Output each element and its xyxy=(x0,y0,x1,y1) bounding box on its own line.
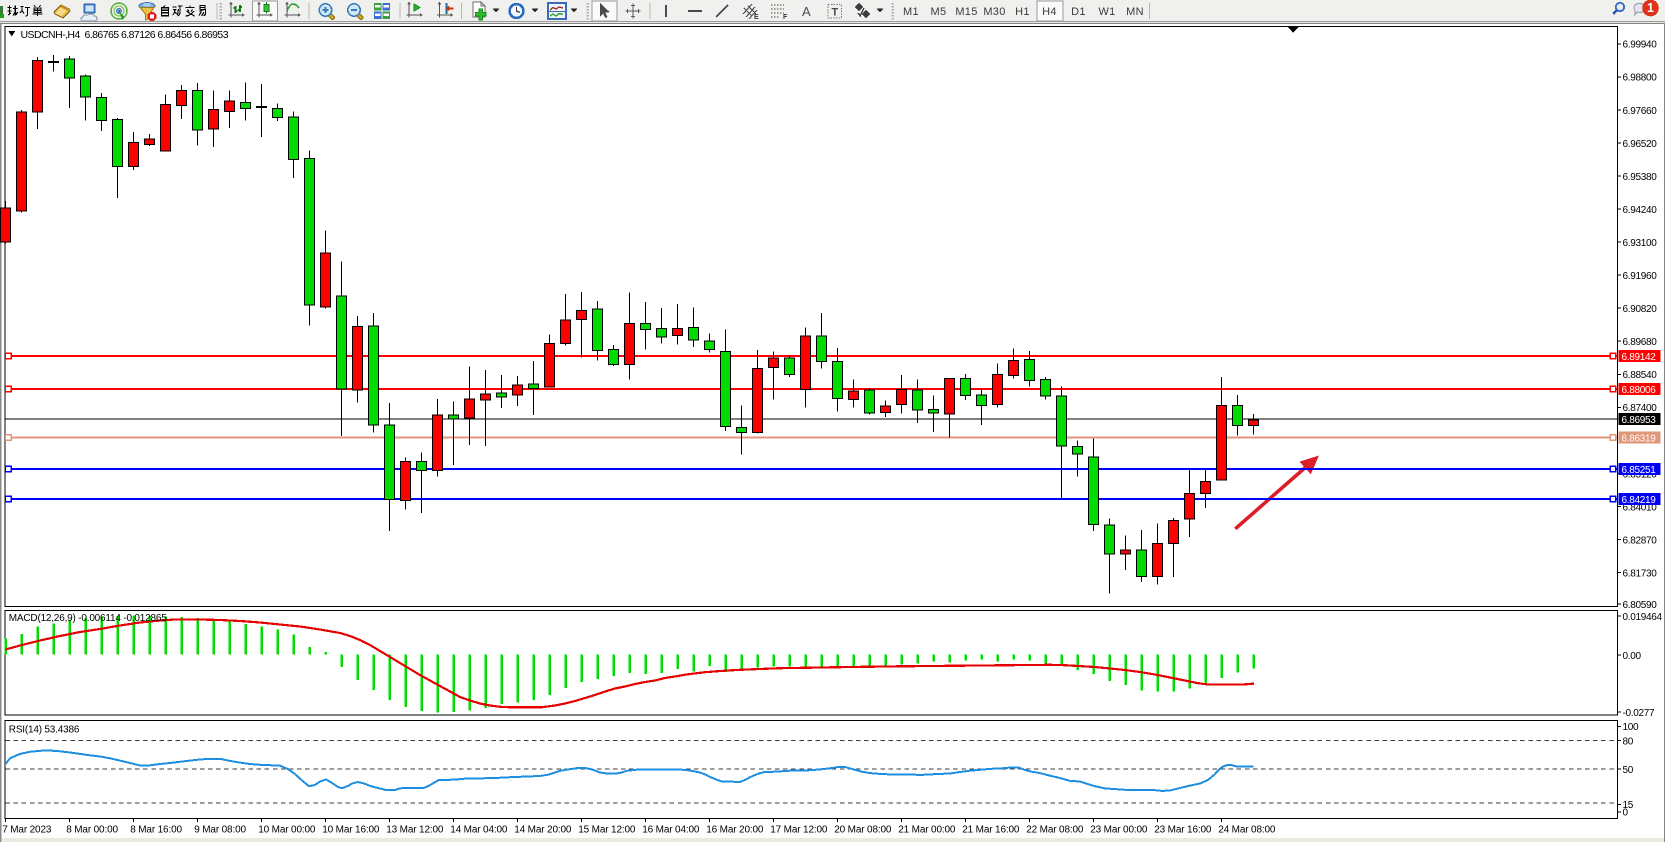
svg-text:MN: MN xyxy=(1126,6,1144,18)
svg-text:6.84010: 6.84010 xyxy=(1623,502,1658,513)
svg-text:-0.0277: -0.0277 xyxy=(1623,708,1656,719)
svg-text:6.97660: 6.97660 xyxy=(1623,106,1658,117)
svg-text:6.99940: 6.99940 xyxy=(1623,40,1658,51)
svg-text:6.94240: 6.94240 xyxy=(1623,205,1658,216)
svg-text:6.88540: 6.88540 xyxy=(1623,370,1658,381)
svg-text:13 Mar 12:00: 13 Mar 12:00 xyxy=(386,824,444,835)
svg-text:6.91960: 6.91960 xyxy=(1623,271,1658,282)
svg-text:0.00: 0.00 xyxy=(1623,651,1642,662)
svg-text:50: 50 xyxy=(1623,765,1634,776)
svg-text:15 Mar 12:00: 15 Mar 12:00 xyxy=(578,824,636,835)
svg-text:7 Mar 2023: 7 Mar 2023 xyxy=(2,824,52,835)
svg-text:6.85251: 6.85251 xyxy=(1622,465,1657,476)
svg-text:6.89142: 6.89142 xyxy=(1622,352,1657,363)
svg-text:100: 100 xyxy=(1623,722,1640,733)
svg-text:6.84219: 6.84219 xyxy=(1622,495,1657,506)
svg-text:14 Mar 20:00: 14 Mar 20:00 xyxy=(514,824,572,835)
svg-text:10 Mar 00:00: 10 Mar 00:00 xyxy=(258,824,316,835)
svg-text:10 Mar 16:00: 10 Mar 16:00 xyxy=(322,824,380,835)
svg-text:21 Mar 00:00: 21 Mar 00:00 xyxy=(898,824,956,835)
svg-text:6.90820: 6.90820 xyxy=(1623,304,1658,315)
svg-text:17 Mar 12:00: 17 Mar 12:00 xyxy=(770,824,828,835)
svg-text:M5: M5 xyxy=(931,6,947,18)
svg-text:6.89680: 6.89680 xyxy=(1623,337,1658,348)
svg-text:6.81730: 6.81730 xyxy=(1623,568,1658,579)
svg-text:M1: M1 xyxy=(903,6,919,18)
svg-text:6.93100: 6.93100 xyxy=(1623,238,1658,249)
svg-text:6.87400: 6.87400 xyxy=(1623,403,1658,414)
svg-text:MACD(12,26,9) -0.006114 -0.012: MACD(12,26,9) -0.006114 -0.012865 xyxy=(9,613,167,624)
svg-text:8 Mar 16:00: 8 Mar 16:00 xyxy=(130,824,182,835)
svg-text:8 Mar 00:00: 8 Mar 00:00 xyxy=(66,824,118,835)
svg-text:23 Mar 00:00: 23 Mar 00:00 xyxy=(1090,824,1148,835)
svg-text:23 Mar 16:00: 23 Mar 16:00 xyxy=(1154,824,1212,835)
svg-text:9 Mar 08:00: 9 Mar 08:00 xyxy=(194,824,246,835)
svg-text:6.86953: 6.86953 xyxy=(1622,415,1657,426)
svg-text:6.95380: 6.95380 xyxy=(1623,172,1658,183)
svg-text:0.019464: 0.019464 xyxy=(1623,612,1663,623)
svg-text:M30: M30 xyxy=(983,6,1005,18)
svg-text:6.96520: 6.96520 xyxy=(1623,139,1658,150)
svg-text:USDCNH-,H4 6.86765 6.87126 6.: USDCNH-,H4 6.86765 6.87126 6.86456 6.869… xyxy=(21,29,229,41)
svg-text:6.82870: 6.82870 xyxy=(1623,535,1658,546)
svg-text:0: 0 xyxy=(1623,808,1629,819)
svg-text:20 Mar 08:00: 20 Mar 08:00 xyxy=(834,824,892,835)
svg-text:21 Mar 16:00: 21 Mar 16:00 xyxy=(962,824,1020,835)
svg-text:A: A xyxy=(802,4,811,19)
svg-text:F: F xyxy=(783,14,788,21)
svg-text:W1: W1 xyxy=(1098,6,1115,18)
svg-text:6.86319: 6.86319 xyxy=(1622,433,1657,444)
svg-text:22 Mar 08:00: 22 Mar 08:00 xyxy=(1026,824,1084,835)
svg-text:M15: M15 xyxy=(955,6,977,18)
svg-text:H4: H4 xyxy=(1042,6,1057,18)
svg-text:6.80590: 6.80590 xyxy=(1623,600,1658,611)
svg-text:15: 15 xyxy=(1623,800,1634,811)
svg-text:16 Mar 04:00: 16 Mar 04:00 xyxy=(642,824,700,835)
svg-text:D1: D1 xyxy=(1071,6,1086,18)
svg-text:16 Mar 20:00: 16 Mar 20:00 xyxy=(706,824,764,835)
svg-text:6.98800: 6.98800 xyxy=(1623,73,1658,84)
svg-text:T: T xyxy=(832,7,839,19)
svg-text:24 Mar 08:00: 24 Mar 08:00 xyxy=(1218,824,1276,835)
svg-text:H1: H1 xyxy=(1015,6,1030,18)
svg-text:1: 1 xyxy=(1647,1,1654,15)
svg-text:RSI(14) 53.4386: RSI(14) 53.4386 xyxy=(9,724,80,735)
svg-text:14 Mar 04:00: 14 Mar 04:00 xyxy=(450,824,508,835)
svg-text:80: 80 xyxy=(1623,736,1634,747)
svg-text:6.88006: 6.88006 xyxy=(1622,385,1657,396)
svg-text:E: E xyxy=(754,14,759,21)
